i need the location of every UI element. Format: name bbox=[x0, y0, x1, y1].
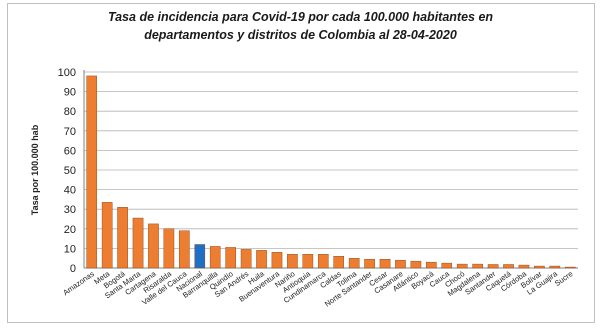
chart-title-line-2: departamentos y distritos de Colombia al… bbox=[144, 28, 457, 42]
chart-title: Tasa de incidencia para Covid-19 por cad… bbox=[0, 8, 601, 44]
bar bbox=[534, 265, 545, 269]
y-axis-label: Tasa por 100.000 hab bbox=[30, 124, 40, 215]
chart-frame bbox=[7, 3, 595, 323]
y-tick-label: 50 bbox=[64, 165, 76, 177]
y-tick-label: 0 bbox=[70, 263, 76, 275]
y-tick-label: 60 bbox=[64, 145, 76, 157]
bar bbox=[472, 263, 483, 269]
bar bbox=[333, 256, 345, 269]
y-tick-label: 10 bbox=[64, 243, 76, 255]
bar bbox=[441, 262, 453, 269]
bar bbox=[271, 252, 283, 269]
bar bbox=[487, 264, 499, 269]
bar bbox=[287, 254, 298, 269]
bar bbox=[240, 249, 252, 269]
bar bbox=[518, 264, 530, 269]
y-tick-label: 40 bbox=[64, 185, 76, 197]
y-tick-label: 20 bbox=[64, 224, 76, 236]
bar bbox=[256, 250, 267, 269]
bar bbox=[549, 265, 561, 269]
x-tick-label: Sucre bbox=[553, 269, 574, 288]
y-tick-label: 80 bbox=[64, 106, 76, 118]
bar bbox=[379, 258, 391, 269]
bar bbox=[117, 207, 128, 269]
bar bbox=[348, 258, 360, 269]
bar bbox=[426, 261, 437, 269]
bar bbox=[564, 266, 576, 269]
bar bbox=[364, 258, 375, 269]
bar bbox=[101, 202, 113, 269]
y-tick-label: 100 bbox=[58, 67, 76, 79]
bar bbox=[456, 263, 468, 269]
bar bbox=[179, 230, 190, 269]
chart-title-line-1: Tasa de incidencia para Covid-19 por cad… bbox=[107, 10, 494, 24]
bar bbox=[209, 246, 221, 269]
bar bbox=[225, 247, 236, 269]
bar bbox=[410, 260, 422, 269]
bar bbox=[86, 75, 98, 269]
bar bbox=[148, 223, 159, 269]
y-tick-label: 90 bbox=[64, 87, 76, 99]
bar bbox=[194, 244, 206, 269]
y-tick-label: 30 bbox=[64, 204, 76, 216]
y-tick-label: 70 bbox=[64, 126, 76, 138]
bar bbox=[163, 228, 175, 269]
bar bbox=[302, 254, 314, 269]
bar bbox=[132, 217, 144, 269]
x-tick-label: Amazonas bbox=[61, 269, 96, 297]
bar bbox=[503, 264, 514, 269]
bar bbox=[317, 254, 329, 269]
bar bbox=[395, 259, 406, 269]
